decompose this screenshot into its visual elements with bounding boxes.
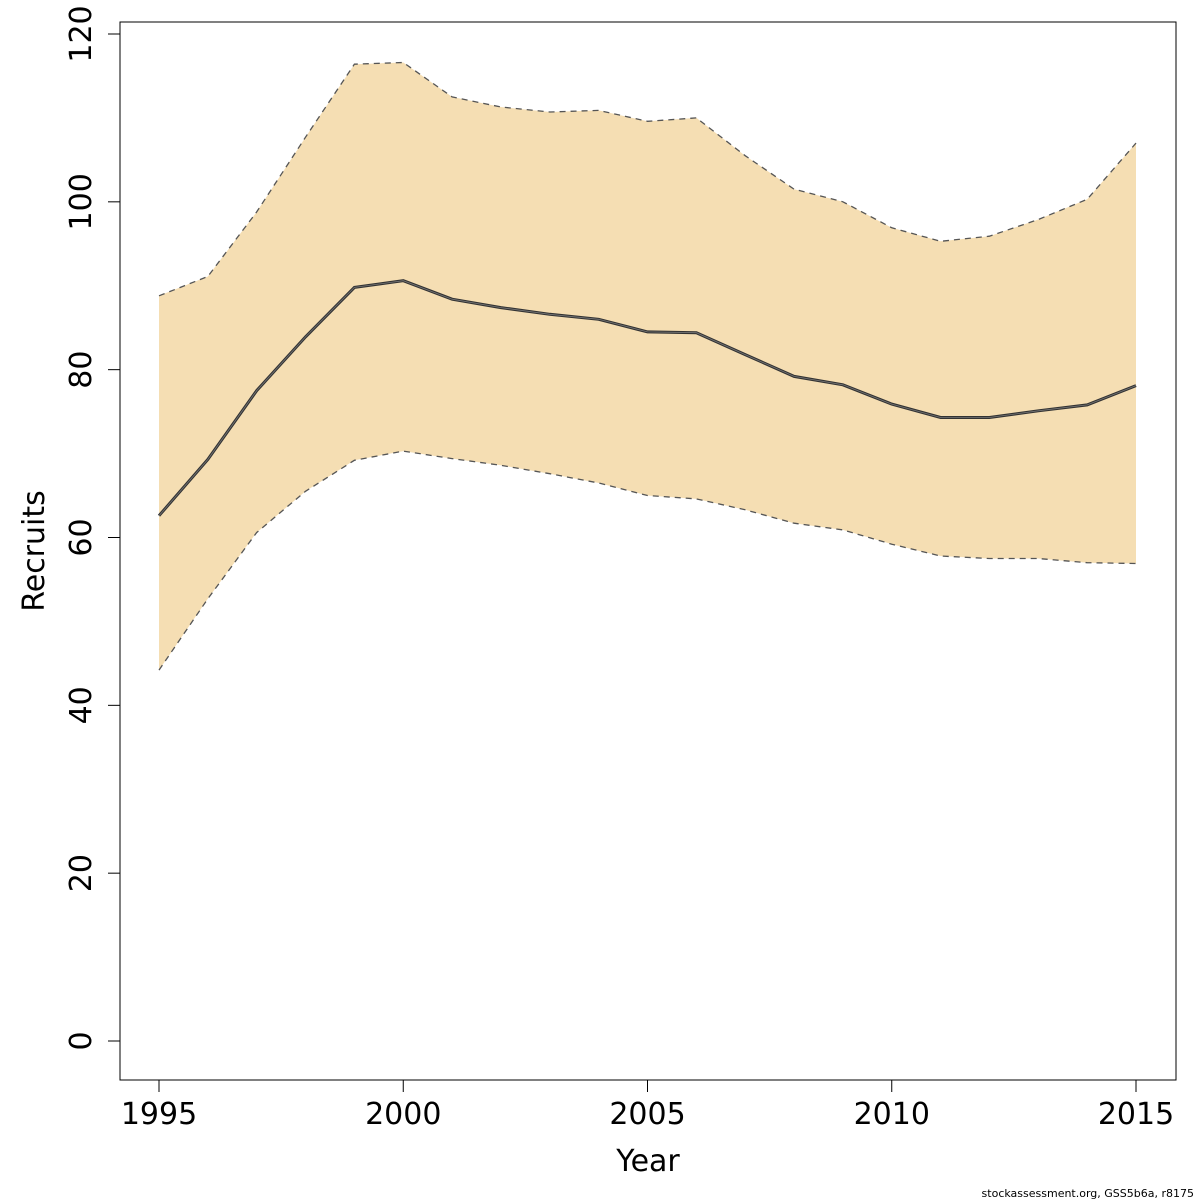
- y-tick-label: 40: [64, 686, 99, 724]
- y-tick-label: 100: [64, 173, 99, 230]
- y-axis: 0 20 40 60 80 100 120: [64, 5, 121, 1051]
- upper-bound-line: [158, 61, 1137, 297]
- x-axis-title: Year: [615, 1144, 680, 1179]
- y-tick-label: 120: [64, 5, 99, 62]
- series-line-highlight: [158, 280, 1137, 516]
- x-tick-label: 1995: [121, 1097, 197, 1132]
- x-tick-label: 2000: [365, 1097, 441, 1132]
- y-tick-label: 80: [64, 351, 99, 389]
- x-tick-label: 2015: [1098, 1097, 1174, 1132]
- y-tick-label: 60: [64, 518, 99, 556]
- x-tick-label: 2010: [854, 1097, 930, 1132]
- x-axis: 1995 2000 2005 2010 2015: [121, 1079, 1174, 1132]
- lower-bound-line: [158, 450, 1137, 671]
- y-tick-label: 20: [64, 854, 99, 892]
- y-axis-title: Recruits: [17, 490, 52, 612]
- series-line-layer: [157, 61, 1137, 671]
- confidence-band: [159, 62, 1136, 671]
- x-tick-label: 2005: [609, 1097, 685, 1132]
- footnote: stockassessment.org, GSS5b6a, r8175: [982, 1187, 1194, 1200]
- y-tick-label: 0: [64, 1031, 99, 1050]
- confidence-band-layer: [159, 62, 1136, 671]
